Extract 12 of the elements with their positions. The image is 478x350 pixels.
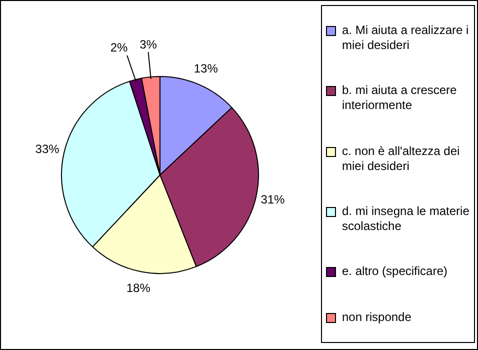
data-label: 18% — [126, 280, 151, 295]
legend-label: e. altro (specificare) — [342, 264, 448, 280]
data-label: 33% — [35, 142, 60, 156]
legend-label: a. Mi aiuta a realizzare i miei desideri — [342, 23, 470, 54]
data-label: 3% — [140, 37, 158, 52]
legend-label: b. mi aiuta a crescere interiormente — [342, 83, 458, 114]
legend-label: d. mi insegna le materie scolastiche — [342, 204, 470, 234]
data-label: 31% — [260, 192, 286, 207]
data-label: 2% — [110, 40, 128, 55]
data-label: 13% — [194, 61, 218, 76]
legend-label: non risponde — [342, 310, 412, 325]
legend-label: c. non è all'altezza dei miei desideri — [342, 144, 461, 174]
